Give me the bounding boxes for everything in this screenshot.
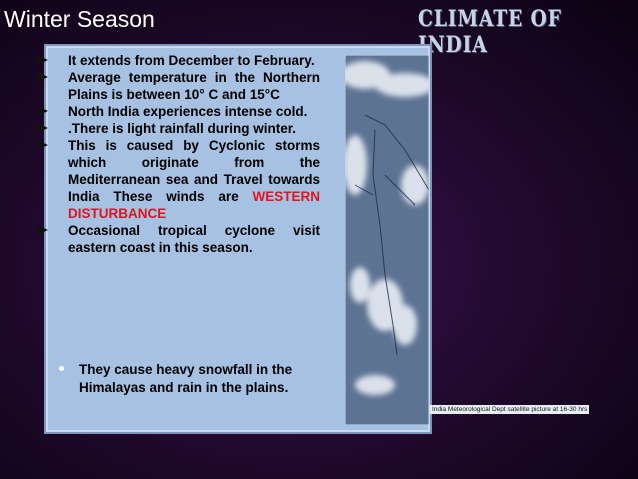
bullet-item: .There is light rainfall during winter. [33, 120, 320, 137]
bullet-item: This is caused by Cyclonic storms which … [33, 137, 320, 222]
bullet-text: Average temperature in the Northern Plai… [68, 70, 320, 102]
bullet-text: .There is light rainfall during winter. [68, 121, 297, 136]
logo-text: CLIMATE OF INDIA [418, 6, 562, 58]
bullet-list: It extends from December to February. Ave… [33, 52, 320, 256]
bullet-item: Occasional tropical cyclone visit easter… [33, 222, 320, 256]
bullet-marker [37, 123, 48, 133]
bullet-marker [37, 72, 48, 82]
bullet-marker [37, 55, 48, 65]
sub-bullet-text: They cause heavy snowfall in the Himalay… [79, 362, 293, 395]
bullet-item: North India experiences intense cold. [33, 103, 320, 120]
bullet-marker [37, 225, 48, 235]
sub-bullet-item: They cause heavy snowfall in the Himalay… [55, 361, 305, 397]
bullet-text: Occasional tropical cyclone visit easter… [68, 223, 320, 255]
image-caption: India Meteorological Dept satellite pict… [430, 405, 590, 414]
bullet-item: Average temperature in the Northern Plai… [33, 69, 320, 103]
highlight-text: WESTERN DISTURBANCE [68, 189, 320, 221]
slide-title: Winter Season [4, 6, 155, 32]
bullet-text: It extends from December to February. [68, 53, 315, 68]
bullet-marker [37, 106, 48, 116]
satellite-image [345, 55, 429, 425]
bullet-text: North India experiences intense cold. [68, 104, 308, 119]
bullet-item: It extends from December to February. [33, 52, 320, 69]
bullet-dot [59, 366, 64, 371]
bullet-marker [37, 140, 48, 150]
sub-bullet-list: They cause heavy snowfall in the Himalay… [55, 361, 305, 397]
bullet-text: This is caused by Cyclonic storms which … [68, 138, 320, 204]
